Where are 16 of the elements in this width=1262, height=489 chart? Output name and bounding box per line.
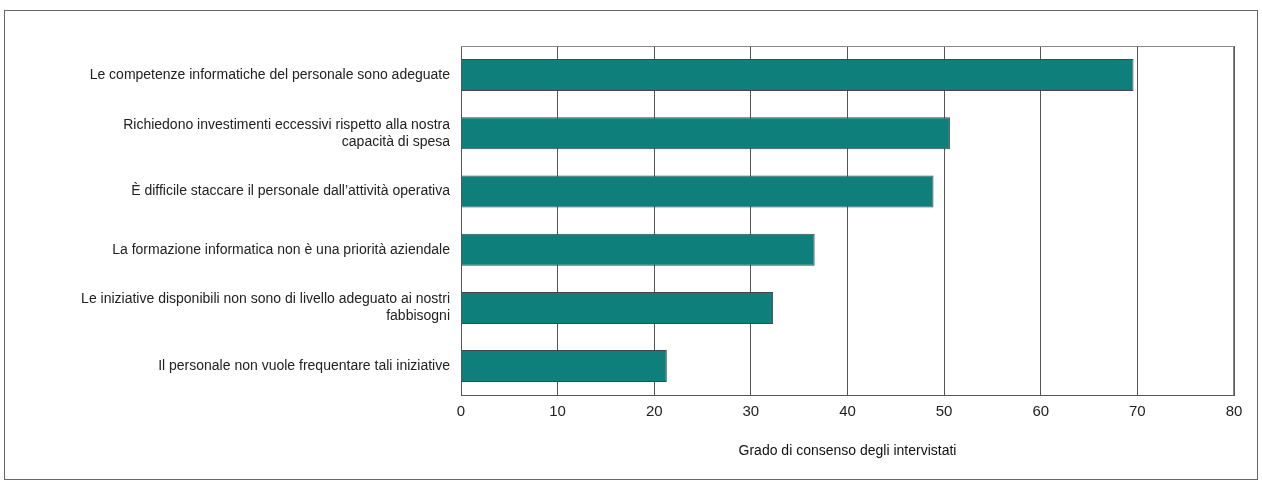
y-tick-label: Richiedono investimenti eccessivi rispetto alla nostra capacità di spesa xyxy=(123,115,451,149)
x-tick-label: 80 xyxy=(1225,402,1243,420)
x-tick-label: 50 xyxy=(935,402,953,420)
x-tick-label: 10 xyxy=(549,402,566,420)
x-tick-label: 20 xyxy=(645,402,663,420)
x-tick-label: 0 xyxy=(456,402,466,420)
x-axis-title: Grado di consenso degli intervistati xyxy=(738,442,957,459)
x-tick-label: 40 xyxy=(839,402,856,420)
x-tick-label: 70 xyxy=(1129,402,1146,420)
y-tick-label: La formazione informatica non è una priorità aziendale xyxy=(112,240,451,257)
y-tick-label: Le competenze informatiche del personale sono adeguate xyxy=(89,65,451,82)
x-tick-label: 30 xyxy=(742,402,760,420)
x-tick-label: 60 xyxy=(1032,402,1050,420)
y-tick-label: È difficile staccare il personale dall’attività operativa xyxy=(131,182,451,199)
y-tick-label: Le iniziative disponibili non sono di livello adeguato ai nostri fabbisogni xyxy=(81,290,450,324)
y-tick-label: Il personale non vuole frequentare tali iniziative xyxy=(158,356,451,373)
